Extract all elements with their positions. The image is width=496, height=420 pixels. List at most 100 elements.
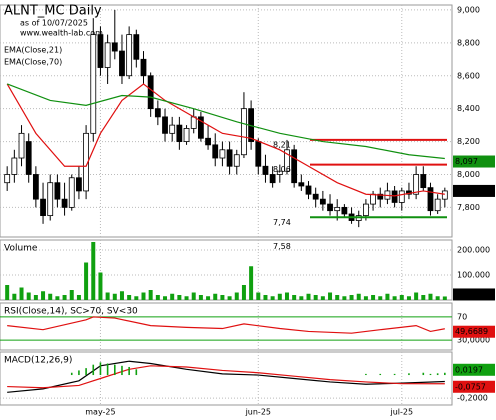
volume-bar	[191, 292, 196, 300]
histogram-bar	[128, 366, 130, 376]
volume-bar	[155, 295, 160, 300]
candle-body	[276, 170, 283, 175]
histogram-bar	[70, 372, 73, 376]
volume-bar	[328, 292, 333, 300]
volume-bar	[399, 295, 404, 300]
volume-bar	[55, 296, 60, 300]
y-tick-label: 100.000	[457, 271, 490, 280]
volume-bar	[26, 292, 31, 300]
y-tick-label: 70	[457, 312, 467, 321]
volume-bar	[163, 296, 168, 300]
candle-body	[334, 206, 341, 212]
legend-entry: EMA(Close,70)	[4, 58, 62, 67]
volume-bar	[69, 290, 74, 300]
volume-bar	[198, 295, 203, 300]
panel-title: Volume	[4, 244, 38, 254]
volume-bar	[41, 291, 46, 300]
candle-body	[68, 177, 75, 208]
candle-body	[441, 190, 448, 200]
volume-bar	[184, 296, 189, 300]
candle-body	[205, 137, 211, 146]
histogram-bar	[113, 364, 116, 376]
candle-body	[241, 108, 247, 156]
volume-bar	[414, 292, 419, 300]
y-tick-label: 7,800	[457, 203, 480, 212]
histogram-bar	[408, 373, 410, 376]
candle-body	[291, 149, 298, 184]
candle-body	[61, 198, 68, 208]
volume-bar	[406, 296, 411, 300]
last-value-box	[453, 380, 495, 393]
x-tick-label: may-25	[85, 408, 115, 417]
panel-title: MACD(12,26,9)	[4, 356, 72, 366]
candle-body	[140, 58, 147, 77]
candle-body	[363, 203, 369, 217]
panel-title: RSI(Close,14), SC>70, SV<30	[4, 307, 138, 317]
histogram-bar	[379, 373, 382, 376]
candle-body	[162, 116, 168, 134]
volume-bar	[206, 296, 211, 300]
volume-bar	[442, 296, 447, 300]
volume-bar	[227, 296, 232, 300]
y-tick-label: 8,400	[457, 104, 480, 113]
x-tick-label: jul-25	[389, 408, 413, 417]
last-value-box	[453, 184, 495, 197]
last-value-box	[453, 325, 495, 338]
volume-bar	[91, 242, 96, 300]
indicator-line	[7, 316, 445, 334]
histogram-bar	[436, 373, 439, 376]
volume-bar	[435, 296, 440, 300]
y-tick-label: 8,600	[457, 71, 480, 80]
candle-body	[54, 182, 61, 200]
candle-body	[90, 34, 97, 134]
volume-bar	[84, 262, 89, 300]
volume-bar	[241, 285, 246, 300]
candle-body	[219, 149, 226, 159]
histogram-bar	[106, 363, 109, 376]
candle-body	[420, 174, 427, 189]
candle-body	[97, 34, 104, 68]
volume-bar	[421, 295, 426, 300]
y-tick-label: 30,0000	[457, 336, 490, 345]
volume-bar	[356, 293, 361, 300]
candle-body	[391, 190, 398, 203]
volume-bar	[127, 295, 132, 300]
candle-body	[76, 177, 82, 192]
volume-bar	[335, 295, 340, 300]
candle-body	[18, 132, 25, 159]
annotation: 7,74	[273, 218, 291, 227]
candle-body	[169, 124, 176, 134]
candle-body	[377, 193, 384, 200]
volume-bar	[249, 266, 254, 300]
source: www.wealth-lab.com	[20, 29, 103, 38]
candle-body	[233, 154, 240, 167]
candle-body	[176, 124, 183, 142]
volume-bar	[313, 295, 318, 300]
candle-body	[226, 149, 233, 167]
candle-body	[111, 42, 118, 52]
volume-bar	[119, 291, 124, 300]
candle-body	[40, 198, 46, 217]
candle-body	[413, 174, 420, 195]
volume-bar	[105, 292, 110, 300]
candle-body	[312, 193, 319, 200]
candle-body	[104, 42, 111, 68]
histogram-bar	[99, 362, 102, 376]
x-tick-label: jun-25	[245, 408, 271, 417]
volume-bar	[277, 293, 282, 300]
candle-body	[341, 206, 348, 215]
last-value-label: 14.133	[455, 290, 483, 299]
candle-body	[83, 132, 89, 192]
panel-frame	[0, 4, 453, 238]
candle-body	[11, 157, 18, 175]
y-tick-label: -0,2000	[457, 394, 488, 403]
volume-bar	[284, 292, 289, 300]
volume-bar	[385, 293, 390, 300]
volume-bar	[19, 287, 24, 300]
candle-body	[370, 193, 376, 205]
histogram-bar	[92, 364, 95, 376]
candle-body	[147, 75, 154, 110]
volume-bar	[98, 272, 103, 300]
volume-bar	[320, 296, 325, 300]
